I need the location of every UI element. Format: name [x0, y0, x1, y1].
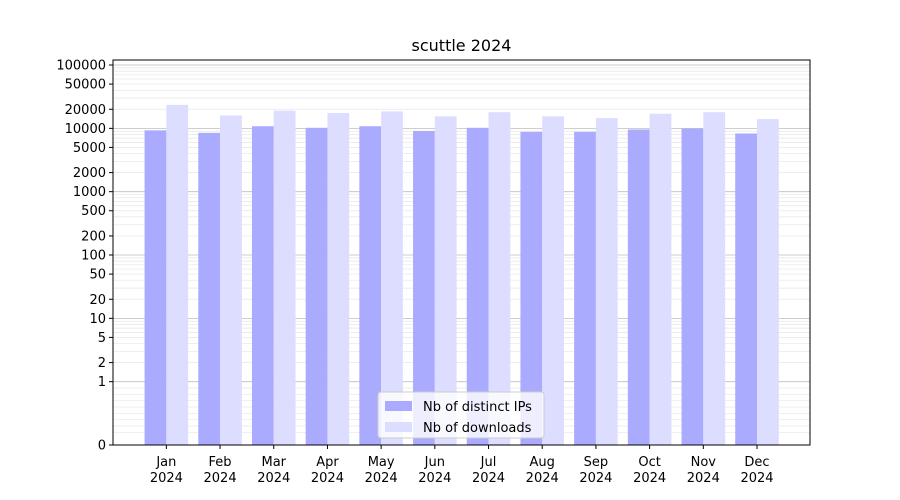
- y-tick-label: 2000: [73, 166, 106, 181]
- bar-downloads: [434, 116, 457, 446]
- bar-distinct-ips: [305, 127, 328, 446]
- x-tick-label-month: Oct: [638, 455, 660, 470]
- bar-downloads: [381, 111, 403, 445]
- bar-downloads: [166, 104, 189, 445]
- y-tick-label: 0: [98, 439, 106, 454]
- bar-distinct-ips: [144, 130, 167, 445]
- y-tick-label: 1000: [73, 185, 106, 200]
- x-tick-label-year: 2024: [579, 471, 612, 486]
- x-tick-label-month: Aug: [530, 455, 555, 470]
- bar-downloads: [703, 112, 726, 445]
- x-tick-label-year: 2024: [365, 471, 398, 486]
- bar-distinct-ips: [627, 129, 650, 445]
- chart-title: scuttle 2024: [412, 36, 512, 55]
- y-tick-label: 500: [81, 204, 106, 219]
- x-tick-label-year: 2024: [472, 471, 505, 486]
- legend-swatch: [385, 422, 412, 432]
- bar-downloads: [273, 110, 296, 445]
- plot-area-frame: [112, 59, 811, 446]
- x-tick-label-year: 2024: [526, 471, 559, 486]
- x-tick-label-month: Sep: [584, 455, 609, 470]
- bar-distinct-ips: [574, 131, 596, 445]
- bar-downloads: [649, 113, 672, 445]
- bar-distinct-ips: [520, 131, 543, 445]
- y-tick-label: 200: [81, 229, 106, 244]
- bar-downloads: [488, 112, 511, 445]
- x-tick-label-year: 2024: [257, 471, 290, 486]
- bar-distinct-ips: [466, 127, 489, 446]
- y-tick-label: 10: [89, 312, 106, 327]
- bar-distinct-ips: [251, 126, 274, 445]
- bar-distinct-ips: [735, 133, 757, 445]
- y-tick-label: 50000: [65, 78, 106, 93]
- bar-distinct-ips: [681, 128, 704, 445]
- x-tick-label-year: 2024: [150, 471, 183, 486]
- bar-distinct-ips: [359, 126, 382, 445]
- x-tick-label-month: Feb: [209, 455, 232, 470]
- x-tick-label-month: Apr: [316, 455, 339, 470]
- bars: [144, 104, 779, 446]
- legend-box: [377, 391, 545, 439]
- y-tick-label: 20: [89, 293, 106, 308]
- x-tick-label-month: Mar: [261, 455, 286, 470]
- x-tick-label-year: 2024: [418, 471, 451, 486]
- bar-downloads: [542, 116, 565, 446]
- legend: Nb of distinct IPs Nb of downloads: [377, 391, 545, 439]
- x-tick-label-month: May: [368, 455, 395, 470]
- x-tick-label-month: Jun: [424, 455, 445, 470]
- x-tick-label-month: Jul: [480, 455, 497, 470]
- y-tick-label: 50: [89, 268, 106, 283]
- legend-label: Nb of distinct IPs: [423, 400, 532, 415]
- x-axis: Jan2024Feb2024Mar2024Apr2024May2024Jun20…: [150, 445, 774, 486]
- y-tick-label: 5000: [73, 141, 106, 156]
- y-tick-label: 1: [98, 375, 106, 390]
- bar-downloads: [220, 115, 242, 446]
- y-tick-label: 20000: [65, 103, 106, 118]
- y-tick-label: 2: [98, 356, 106, 371]
- y-tick-label: 100000: [56, 59, 106, 74]
- x-tick-label-month: Nov: [691, 455, 717, 470]
- x-tick-label-year: 2024: [633, 471, 666, 486]
- bar-distinct-ips: [413, 130, 435, 446]
- x-tick-label-year: 2024: [687, 471, 720, 486]
- legend-swatch: [385, 401, 412, 411]
- x-tick-label-year: 2024: [204, 471, 237, 486]
- bar-downloads: [595, 118, 618, 445]
- bar-downloads: [327, 112, 350, 445]
- bar-distinct-ips: [198, 132, 221, 445]
- y-tick-label: 10000: [65, 122, 106, 137]
- x-tick-label-year: 2024: [740, 471, 773, 486]
- bar-downloads: [757, 119, 779, 445]
- x-tick-label-year: 2024: [311, 471, 344, 486]
- y-tick-label: 5: [98, 331, 106, 346]
- legend-label: Nb of downloads: [423, 421, 532, 436]
- x-tick-label-month: Dec: [744, 455, 769, 470]
- x-tick-label-month: Jan: [155, 455, 176, 470]
- y-tick-label: 100: [81, 249, 106, 264]
- y-axis: 0 1 2 5 10 20 50 100 200 500 1000 2000 5000 10000 2000…: [56, 59, 113, 454]
